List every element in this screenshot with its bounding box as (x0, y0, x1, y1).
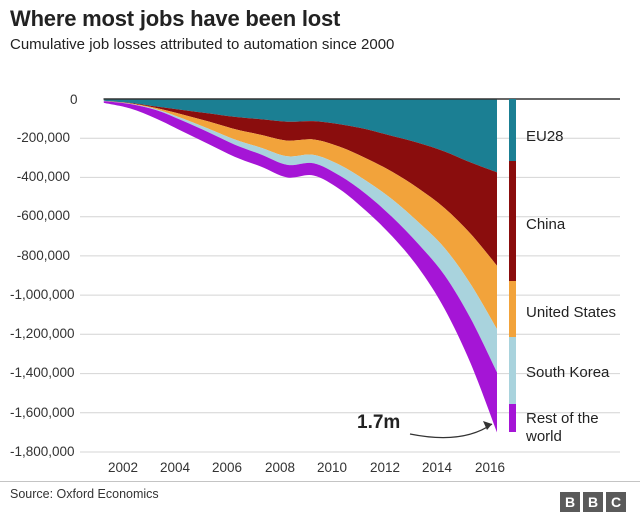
svg-text:B: B (588, 494, 598, 510)
svg-text:B: B (565, 494, 575, 510)
svg-text:C: C (611, 494, 621, 510)
